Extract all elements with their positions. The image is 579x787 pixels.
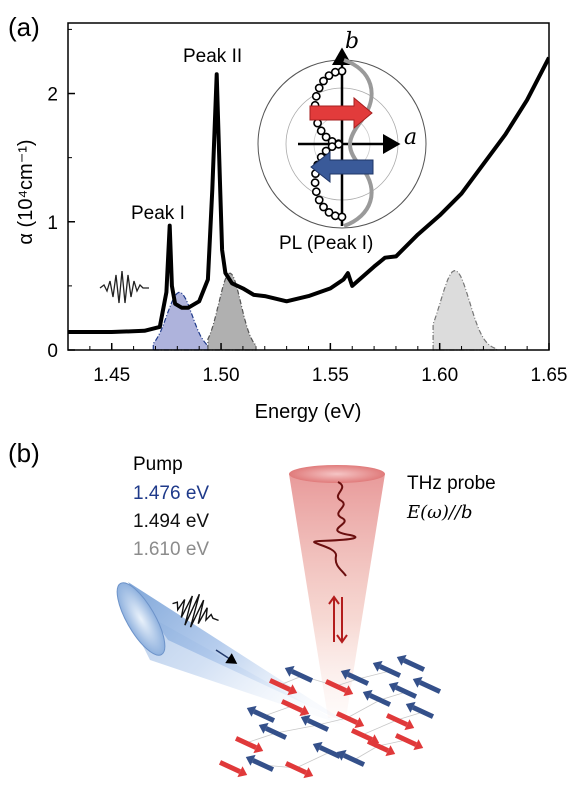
probe-title: THz probe: [407, 473, 496, 494]
probe-field: E(ω)//b: [406, 502, 473, 523]
lattice-bond: [353, 745, 379, 761]
pl-data-point: [314, 195, 324, 205]
red-spin-arrow-icon: [309, 96, 373, 130]
spin-arrow-red-icon: [268, 678, 298, 696]
y-tick-label: 0: [47, 341, 58, 362]
spin-arrow-red-icon: [234, 736, 264, 754]
peak-i-label: Peak I: [131, 203, 185, 224]
inset-caption: PL (Peak I): [279, 233, 373, 254]
x-tick-label: 1.50: [203, 365, 240, 386]
x-tick-label: 1.65: [531, 365, 568, 386]
pump-spectrum-3: [432, 269, 498, 351]
y-ticks: 0 1 2: [47, 28, 75, 362]
spin-arrow-red-icon: [366, 739, 396, 757]
spin-arrow-red-icon: [324, 679, 354, 697]
pump-pulse-wavelet-icon: [99, 270, 149, 304]
inset-axis-a: a: [404, 125, 417, 150]
pl-data-point: [313, 118, 322, 128]
pump-energy-1: 1.476 eV: [133, 483, 209, 504]
spin-arrow-blue-icon: [396, 654, 426, 672]
spin-arrow-red-icon: [335, 711, 365, 729]
x-tick-label: 1.45: [93, 365, 130, 386]
lattice-bond: [335, 678, 359, 687]
spin-arrow-red-icon: [385, 713, 415, 731]
inset-axis-b: b: [345, 29, 359, 54]
pl-data-point: [327, 142, 337, 151]
lattice-bond: [279, 675, 303, 686]
spin-arrow-red-icon: [284, 761, 314, 779]
spin-arrow-red-icon: [394, 733, 424, 751]
polar-inset: a b: [257, 29, 427, 229]
lattice-bond: [245, 732, 277, 744]
pump-energy-3: 1.610 eV: [133, 539, 209, 560]
panel-a-label: (a): [8, 12, 40, 42]
x-axis-label: Energy (eV): [255, 401, 362, 423]
spin-arrow-blue-icon: [245, 754, 275, 772]
pl-data-point: [316, 126, 326, 136]
absorption-curve: [68, 56, 549, 334]
pump-energy-2: 1.494 eV: [133, 511, 209, 532]
spin-arrow-blue-icon: [300, 714, 330, 732]
spin-arrow-blue-icon: [312, 741, 342, 759]
thz-probe-beam: [289, 465, 385, 718]
lattice-bond: [346, 699, 381, 719]
pump-spectrum-1: [152, 291, 209, 351]
x-tick-label: 1.60: [421, 365, 458, 386]
pl-data-point: [311, 187, 321, 197]
lattice-bond: [275, 724, 319, 734]
spin-arrow-blue-icon: [340, 668, 370, 686]
spin-arrow-blue-icon: [412, 676, 442, 694]
lattice-bond: [295, 751, 331, 769]
lattice-bond: [357, 670, 391, 680]
pl-data-point: [310, 178, 320, 188]
lattice-bond: [317, 717, 348, 726]
pl-data-point: [319, 202, 328, 212]
y-tick-label: 1: [47, 213, 58, 234]
spin-arrow-blue-icon: [336, 749, 366, 767]
pump-title: Pump: [133, 454, 183, 475]
pl-data-point: [324, 71, 334, 80]
spin-lattice: [218, 654, 442, 779]
lattice-bond: [263, 705, 293, 717]
peak-ii-label: Peak II: [183, 46, 242, 67]
y-tick-label: 2: [47, 85, 58, 106]
lattice-bond: [361, 719, 398, 736]
spin-arrow-blue-icon: [284, 665, 314, 683]
spin-arrow-blue-icon: [372, 660, 402, 678]
panel-b-label: (b): [8, 438, 40, 468]
pump-spectra: [152, 269, 498, 351]
lattice-bond: [377, 739, 407, 747]
y-axis-label: α (10⁴cm⁻¹): [15, 139, 37, 244]
spin-arrow-blue-icon: [362, 689, 392, 707]
double-arrow-icon: [328, 595, 348, 644]
x-tick-label: 1.55: [312, 365, 349, 386]
spin-arrow-blue-icon: [388, 681, 418, 699]
lattice-bond: [379, 691, 407, 701]
spin-arrow-blue-icon: [405, 701, 435, 719]
spin-arrow-blue-icon: [258, 722, 288, 740]
spin-arrow-blue-icon: [246, 705, 276, 723]
pl-data-point: [311, 91, 321, 101]
pump-spectrum-2: [207, 272, 257, 351]
lattice-bond: [396, 711, 424, 721]
spin-arrow-red-icon: [218, 760, 248, 778]
pl-data-point: [314, 83, 324, 93]
spin-arrow-red-icon: [280, 699, 310, 717]
blue-spin-arrow-icon: [310, 150, 374, 184]
pl-data-point: [321, 132, 331, 142]
x-ticks: 1.45 1.50 1.55 1.60 1.65: [67, 343, 568, 386]
pl-data-point: [319, 76, 328, 86]
pl-data-point: [337, 212, 347, 222]
